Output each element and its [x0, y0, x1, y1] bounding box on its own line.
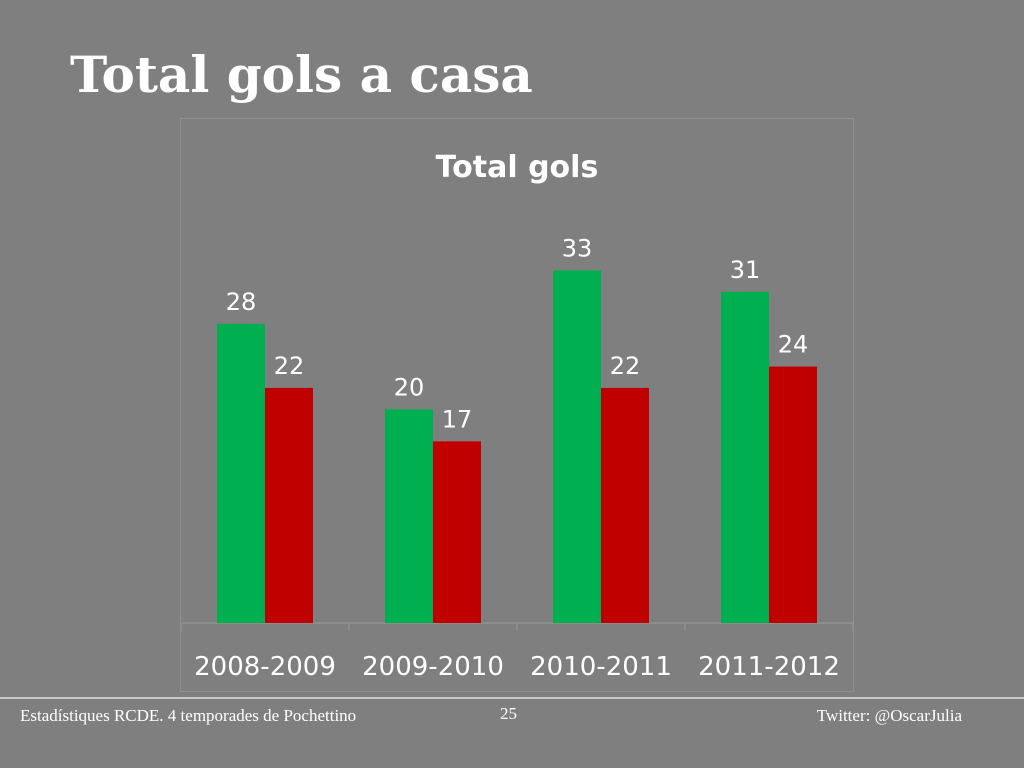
footer-divider: [0, 697, 1024, 699]
slide-title: Total gols a casa: [70, 45, 533, 104]
page-number: 25: [500, 704, 517, 723]
bar-2009-2010-series-2: [433, 441, 481, 623]
footer-twitter-handle: Twitter: @OscarJulia: [816, 706, 962, 725]
bar-2010-2011-series-2: [601, 387, 649, 623]
data-label: 22: [610, 352, 641, 380]
bar-2008-2009-series-1: [217, 323, 265, 623]
data-label: 28: [226, 288, 257, 316]
bar-2008-2009-series-2: [265, 387, 313, 623]
chart-marks: 28 22 2008-2009 20 17 2009-2010 33 22 2010-2011 3…: [181, 234, 853, 682]
data-label: 20: [394, 373, 425, 401]
x-tick-label: 2009-2010: [362, 652, 504, 682]
data-label: 24: [778, 331, 809, 359]
bar-2010-2011-series-1: [553, 270, 601, 623]
bar-2009-2010-series-1: [385, 409, 433, 623]
x-tick-label: 2008-2009: [194, 652, 336, 682]
data-label: 33: [562, 234, 593, 262]
data-label: 22: [274, 352, 305, 380]
chart-title: Total gols: [436, 150, 599, 185]
bar-2011-2012-series-2: [769, 366, 817, 623]
data-label: 31: [730, 256, 761, 284]
x-tick-label: 2011-2012: [698, 652, 840, 682]
data-label: 17: [442, 405, 473, 433]
chart-area: Total gols 28 22 2008-2009 20 17 2009-2010 33 2…: [180, 118, 854, 692]
bar-2011-2012-series-1: [721, 291, 769, 623]
footer-caption: Estadístiques RCDE. 4 temporades de Poch…: [20, 706, 357, 725]
x-tick-label: 2010-2011: [530, 652, 672, 682]
bar-chart: Total gols 28222008-200920172009-2010332…: [181, 150, 853, 682]
